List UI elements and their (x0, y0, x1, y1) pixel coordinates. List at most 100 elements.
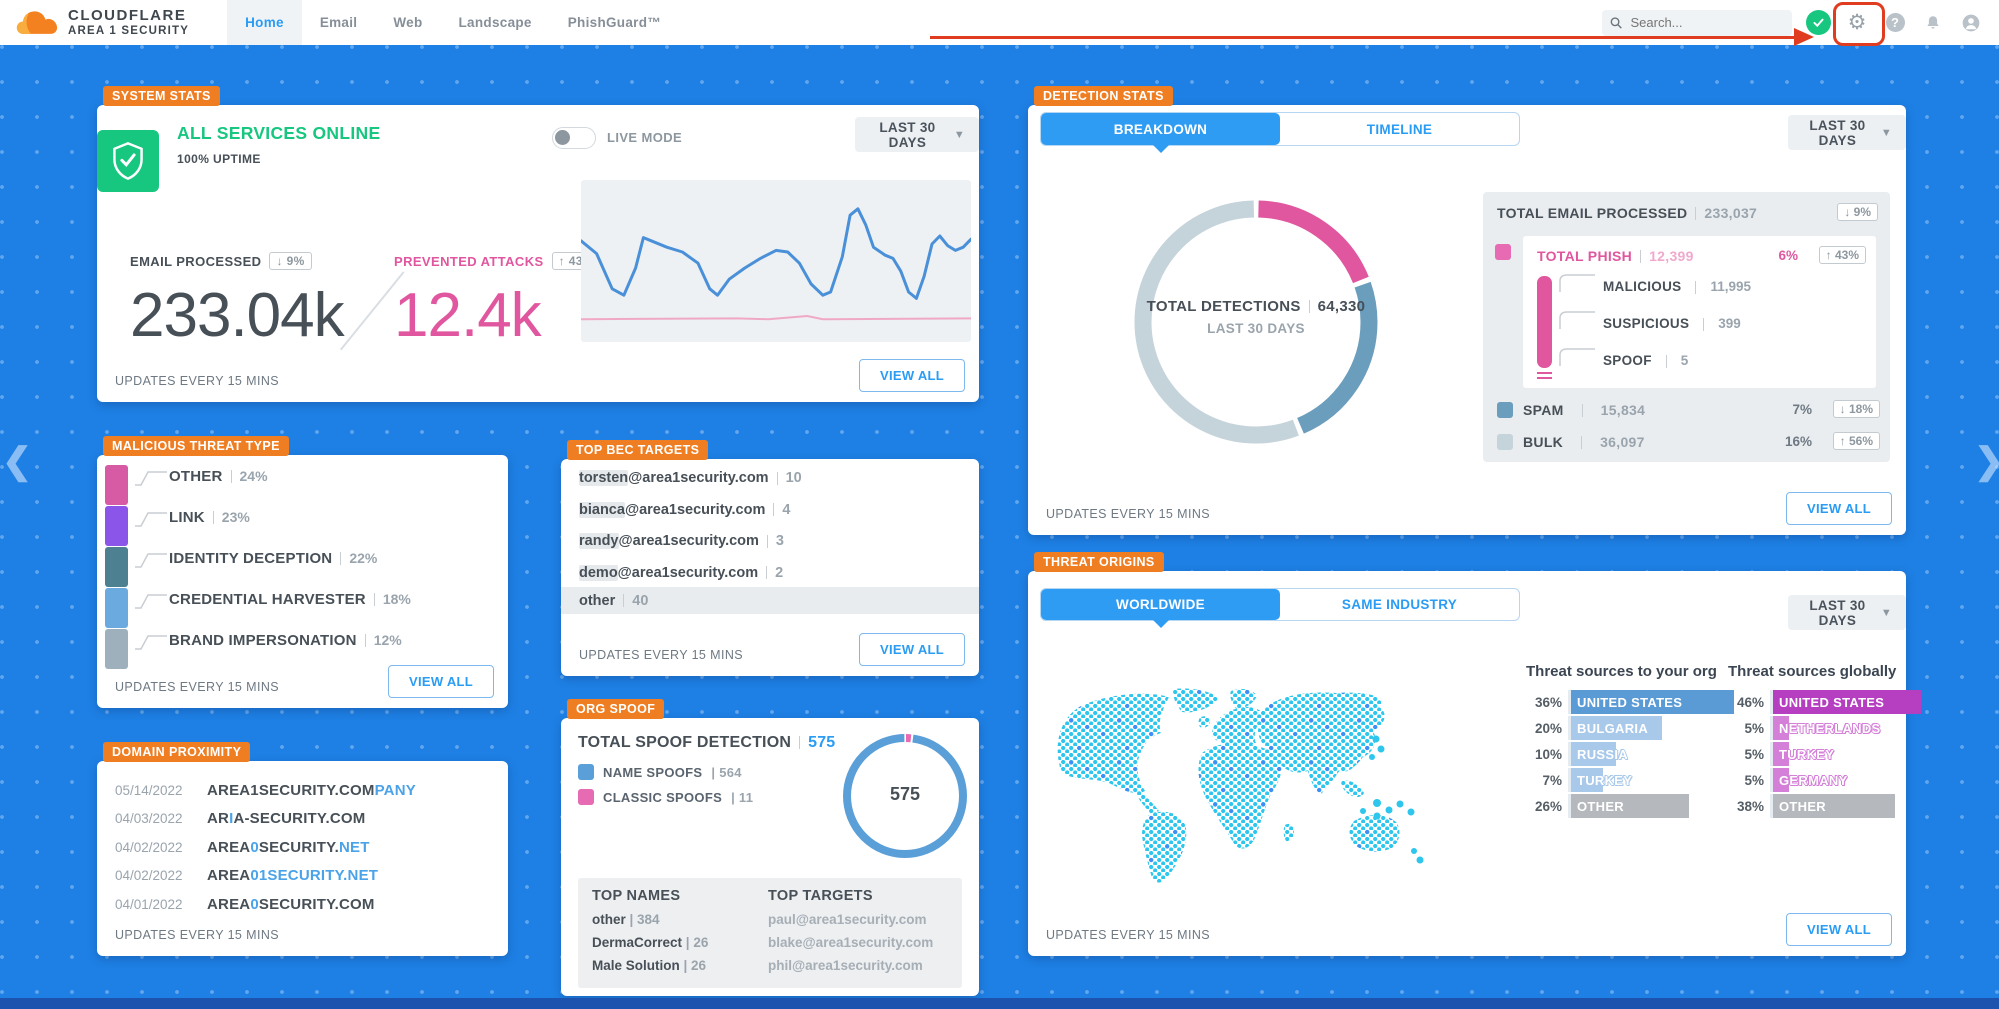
search-box[interactable] (1602, 9, 1792, 36)
bec-view-all-button[interactable]: VIEW ALL (858, 633, 965, 666)
domain-row: 04/02/2022 AREA 01SECURITY.NET (115, 865, 378, 887)
phish-sub-value: 399 (1718, 316, 1741, 331)
threat-bar-row: 5% GERMANY (1728, 768, 1921, 792)
threat-tab-worldwide[interactable]: WORLDWIDE (1041, 589, 1280, 628)
threat-bar-row: 7% TURKEY (1526, 768, 1734, 792)
settings-gear-button[interactable]: ⚙ (1845, 11, 1869, 35)
country-label: OTHER (1779, 798, 1826, 814)
pipe-separator (773, 503, 775, 516)
domain-segment: AREA (207, 867, 251, 884)
phish-sub-row: SPOOF 5 (1557, 342, 1688, 368)
bec-other-label: other (579, 592, 616, 609)
top-name-count: | 384 (625, 912, 660, 927)
pipe-separator (1695, 281, 1697, 294)
system-view-all-button[interactable]: VIEW ALL (858, 359, 965, 392)
bulk-swatch (1497, 434, 1513, 450)
country-bar: UNITED STATES (1571, 690, 1734, 714)
live-mode-toggle[interactable] (552, 127, 596, 149)
bulk-row: BULK 36,097 (1497, 432, 1645, 452)
threat-view-all-button[interactable]: VIEW ALL (1785, 913, 1892, 946)
check-icon (1813, 18, 1824, 28)
user-avatar-icon (1962, 14, 1980, 31)
bar-track: TURKEY (1568, 768, 1734, 792)
threat-type-label: OTHER (169, 467, 223, 485)
bar-percent-label: 38% (1736, 798, 1764, 814)
country-bar: TURKEY (1571, 768, 1632, 792)
help-button[interactable]: ? (1883, 11, 1907, 35)
bec-target-row: bianca @area1security.com 4 (579, 499, 790, 521)
cloudflare-cloud-icon (16, 10, 58, 34)
domain-row: 04/02/2022 AREA 0 SECURITY. NET (115, 836, 370, 858)
bec-target-highlight: randy (579, 533, 619, 549)
pipe-separator (1665, 355, 1667, 368)
notifications-button[interactable] (1921, 11, 1945, 35)
threat-type-swatch-column (105, 465, 128, 669)
connector-line (1559, 348, 1595, 366)
org-legend-label: CLASSIC SPOOFS (603, 789, 723, 805)
pipe-separator (340, 551, 342, 565)
nav-item-phishguard[interactable]: PhishGuard™ (567, 15, 662, 30)
brand-text: CLOUDFLARE AREA 1 SECURITY (68, 8, 189, 38)
brand-logo[interactable]: CLOUDFLARE AREA 1 SECURITY (16, 8, 189, 38)
pipe-separator (776, 471, 778, 485)
org-legend-row: CLASSIC SPOOFS | 11 (578, 789, 753, 805)
phish-sub-label: SUSPICIOUS (1603, 316, 1690, 331)
total-phish-row: TOTAL PHISH 12,399 (1537, 248, 1694, 264)
pipe-separator (1581, 435, 1583, 449)
domain-segment: A-SECURITY.COM (233, 810, 366, 827)
system-range-dropdown[interactable]: LAST 30 DAYS ▼ (855, 117, 979, 152)
user-avatar-button[interactable] (1959, 11, 1983, 35)
pipe-separator (1695, 207, 1697, 220)
country-bar: BULGARIA (1571, 716, 1662, 740)
threat-bar-row: 26% OTHER (1526, 794, 1734, 818)
bottom-strip (0, 998, 1999, 1009)
detection-tabs: BREAKDOWN TIMELINE (1040, 112, 1520, 153)
domain-date: 04/02/2022 (115, 868, 183, 883)
threat-tab-sameindustry[interactable]: SAME INDUSTRY (1341, 597, 1458, 612)
org-donut-center-value: 575 (889, 784, 921, 804)
domain-segment: AREA1SECURITY.COM (207, 781, 375, 799)
threat-sources-org-column: Threat sources to your org 36% UNITED STA… (1526, 663, 1734, 820)
spam-swatch (1497, 402, 1513, 418)
org-legend-label: NAME SPOOFS (603, 764, 703, 780)
country-label: TURKEY (1779, 746, 1835, 762)
threat-type-view-all-button[interactable]: VIEW ALL (387, 665, 494, 698)
carousel-left-chevron[interactable]: ❮ (2, 440, 33, 481)
connector-line (1559, 311, 1595, 329)
org-spoof-detail-panel: TOP NAMES TOP TARGETS other | 384 DermaCo… (578, 878, 962, 988)
detection-range-dropdown[interactable]: LAST 30 DAYS ▼ (1788, 115, 1906, 150)
threat-bar-row: 5% NETHERLANDS (1728, 716, 1921, 740)
nav-item-landscape[interactable]: Landscape (458, 15, 532, 30)
domain-updates-note: UPDATES EVERY 15 MINS (115, 928, 280, 942)
spark-pink-line (580, 314, 972, 321)
top-name-label: DermaCorrect (592, 935, 683, 950)
chevron-down-icon: ▼ (953, 128, 965, 141)
domain-segment: I (229, 810, 234, 827)
threat-range-dropdown[interactable]: LAST 30 DAYS ▼ (1788, 595, 1906, 630)
detection-tab-timeline[interactable]: TIMELINE (1366, 121, 1433, 137)
threat-type-percent: 24% (239, 468, 268, 484)
detection-tab-breakdown[interactable]: BREAKDOWN (1041, 113, 1280, 153)
services-status-text: ALL SERVICES ONLINE (177, 123, 381, 143)
spam-value: 15,834 (1600, 402, 1646, 418)
phish-sub-label: MALICIOUS (1603, 279, 1682, 294)
email-trend-chart (579, 180, 973, 342)
bec-target-row: randy @area1security.com 3 (579, 530, 784, 552)
country-label: OTHER (1577, 798, 1624, 814)
nav-item-email[interactable]: Email (319, 15, 358, 30)
donut-center-text: TOTAL DETECTIONS 64,330 LAST 30 DAYS (1126, 298, 1386, 336)
donut-center-range: LAST 30 DAYS (1207, 321, 1305, 336)
nav-item-home[interactable]: Home (227, 0, 302, 45)
top-target-row: phil@area1security.com (768, 958, 923, 973)
bar-percent-label: 5% (1744, 772, 1764, 788)
header-right-cluster: ⚙ ? (1602, 9, 1983, 36)
carousel-right-chevron[interactable]: ❯ (1974, 440, 1999, 482)
org-spoof-badge: ORG SPOOF (567, 699, 665, 719)
top-name-label: other (592, 912, 626, 927)
nav-item-web[interactable]: Web (393, 15, 423, 30)
annotation-arrow-line (930, 36, 1796, 39)
detection-view-all-button[interactable]: VIEW ALL (1785, 492, 1892, 525)
bar-percent-label: 5% (1744, 746, 1764, 762)
domain-date: 04/01/2022 (115, 896, 183, 912)
search-input[interactable] (1628, 14, 1784, 31)
